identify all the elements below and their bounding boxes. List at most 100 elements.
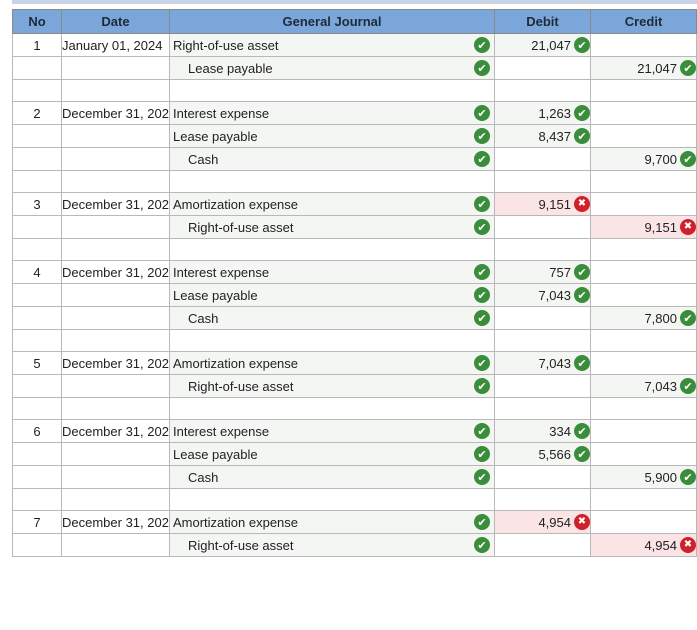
journal-row: Cash ✔ 7,800 ✔: [12, 306, 697, 330]
debit-cell[interactable]: 757 ✔: [494, 260, 591, 284]
credit-amount: 5,900: [644, 469, 677, 485]
credit-cell[interactable]: [590, 124, 697, 148]
account-cell[interactable]: Cash ✔: [169, 147, 495, 171]
credit-cell[interactable]: [590, 260, 697, 284]
date-cell[interactable]: December 31, 2024: [61, 101, 170, 125]
credit-cell[interactable]: [590, 351, 697, 375]
account-cell[interactable]: Interest expense ✔: [169, 419, 495, 443]
account-cell[interactable]: Amortization expense ✔: [169, 351, 495, 375]
date-cell[interactable]: December 31, 2025: [61, 351, 170, 375]
date-cell[interactable]: December 31, 2026: [61, 510, 170, 534]
account-cell[interactable]: Cash ✔: [169, 306, 495, 330]
date-cell[interactable]: [61, 215, 170, 239]
date-cell[interactable]: [61, 374, 170, 398]
credit-cell[interactable]: 9,151 ✖: [590, 215, 697, 239]
credit-cell[interactable]: 21,047 ✔: [590, 56, 697, 80]
empty-cell: [12, 329, 62, 352]
account-cell[interactable]: Cash ✔: [169, 465, 495, 489]
debit-cell[interactable]: 7,043 ✔: [494, 283, 591, 307]
check-circle-icon: ✔: [474, 310, 490, 326]
debit-cell[interactable]: 334 ✔: [494, 419, 591, 443]
account-cell[interactable]: Lease payable ✔: [169, 442, 495, 466]
journal-row: 4 December 31, 2025 Interest expense ✔ 757 ✔: [12, 260, 697, 284]
debit-cell[interactable]: 8,437 ✔: [494, 124, 591, 148]
credit-cell[interactable]: 7,800 ✔: [590, 306, 697, 330]
account-cell[interactable]: Lease payable ✔: [169, 283, 495, 307]
date-cell[interactable]: December 31, 2026: [61, 419, 170, 443]
credit-cell[interactable]: 5,900 ✔: [590, 465, 697, 489]
date-cell[interactable]: December 31, 2025: [61, 260, 170, 284]
credit-cell[interactable]: [590, 419, 697, 443]
credit-cell[interactable]: [590, 510, 697, 534]
debit-cell[interactable]: 7,043 ✔: [494, 351, 591, 375]
entry-number: 6: [12, 419, 62, 443]
account-cell[interactable]: Right-of-use asset ✔: [169, 215, 495, 239]
account-cell[interactable]: Amortization expense ✔: [169, 192, 495, 216]
date-cell[interactable]: [61, 124, 170, 148]
account-cell[interactable]: Interest expense ✔: [169, 260, 495, 284]
empty-cell: [169, 329, 495, 352]
empty-cell: [61, 79, 170, 102]
account-cell[interactable]: Lease payable ✔: [169, 56, 495, 80]
date-cell[interactable]: [61, 533, 170, 557]
date-cell[interactable]: [61, 306, 170, 330]
account-cell[interactable]: Amortization expense ✔: [169, 510, 495, 534]
debit-cell[interactable]: [494, 56, 591, 80]
credit-cell[interactable]: 9,700 ✔: [590, 147, 697, 171]
debit-cell[interactable]: [494, 465, 591, 489]
debit-cell[interactable]: [494, 215, 591, 239]
credit-cell[interactable]: [590, 192, 697, 216]
account-cell[interactable]: Right-of-use asset ✔: [169, 374, 495, 398]
spacer-row: [12, 488, 697, 511]
check-circle-icon: ✔: [574, 446, 590, 462]
credit-cell[interactable]: [590, 33, 697, 57]
debit-cell[interactable]: 4,954 ✖: [494, 510, 591, 534]
date-cell[interactable]: [61, 442, 170, 466]
empty-cell: [494, 488, 591, 511]
date-cell[interactable]: [61, 283, 170, 307]
entry-number: [12, 215, 62, 239]
empty-cell: [169, 170, 495, 193]
check-circle-icon: ✔: [474, 469, 490, 485]
date-cell[interactable]: [61, 56, 170, 80]
account-cell[interactable]: Lease payable ✔: [169, 124, 495, 148]
credit-cell[interactable]: [590, 283, 697, 307]
credit-cell[interactable]: 4,954 ✖: [590, 533, 697, 557]
check-circle-icon: ✔: [474, 264, 490, 280]
debit-cell[interactable]: 21,047 ✔: [494, 33, 591, 57]
debit-amount: 5,566: [538, 446, 571, 462]
date-cell[interactable]: December 31, 2024: [61, 192, 170, 216]
debit-cell[interactable]: [494, 147, 591, 171]
debit-amount: 1,263: [538, 105, 571, 121]
credit-cell[interactable]: [590, 442, 697, 466]
empty-cell: [494, 170, 591, 193]
journal-row: 5 December 31, 2025 Amortization expense ✔ 7…: [12, 351, 697, 375]
account-name: Lease payable: [173, 446, 258, 462]
credit-cell[interactable]: [590, 101, 697, 125]
account-cell[interactable]: Interest expense ✔: [169, 101, 495, 125]
debit-amount: 7,043: [538, 287, 571, 303]
debit-cell[interactable]: 9,151 ✖: [494, 192, 591, 216]
debit-cell[interactable]: 1,263 ✔: [494, 101, 591, 125]
debit-cell[interactable]: [494, 374, 591, 398]
journal-row: Lease payable ✔ 8,437 ✔: [12, 124, 697, 148]
table-header-row: No Date General Journal Debit Credit: [12, 9, 697, 34]
debit-cell[interactable]: [494, 306, 591, 330]
check-circle-icon: ✔: [474, 423, 490, 439]
check-circle-icon: ✔: [574, 287, 590, 303]
credit-cell[interactable]: 7,043 ✔: [590, 374, 697, 398]
date-cell[interactable]: [61, 147, 170, 171]
credit-amount: 21,047: [637, 60, 677, 76]
date-cell[interactable]: [61, 465, 170, 489]
account-cell[interactable]: Right-of-use asset ✔: [169, 33, 495, 57]
debit-cell[interactable]: 5,566 ✔: [494, 442, 591, 466]
credit-amount: 9,700: [644, 151, 677, 167]
empty-cell: [494, 397, 591, 420]
date-cell[interactable]: January 01, 2024: [61, 33, 170, 57]
debit-cell[interactable]: [494, 533, 591, 557]
empty-cell: [494, 79, 591, 102]
debit-amount: 4,954: [538, 514, 571, 530]
account-name: Amortization expense: [173, 196, 299, 212]
check-circle-icon: ✔: [574, 105, 590, 121]
account-cell[interactable]: Right-of-use asset ✔: [169, 533, 495, 557]
